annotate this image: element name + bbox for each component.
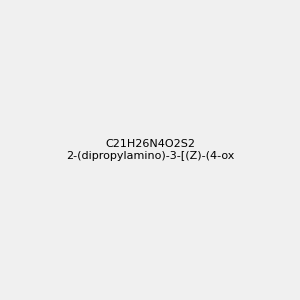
Text: C21H26N4O2S2
2-(dipropylamino)-3-[(Z)-(4-ox: C21H26N4O2S2 2-(dipropylamino)-3-[(Z)-(4… <box>66 139 234 161</box>
